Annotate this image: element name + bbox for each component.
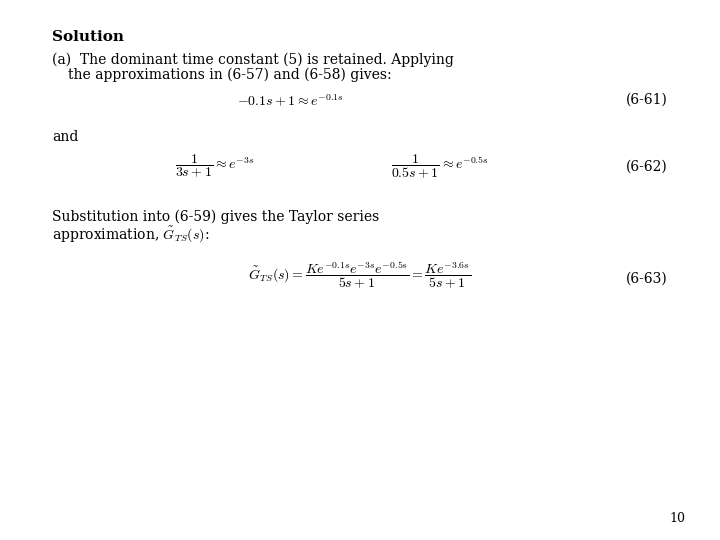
Text: $\dfrac{1}{0.5s+1} \approx e^{-0.5s}$: $\dfrac{1}{0.5s+1} \approx e^{-0.5s}$ xyxy=(391,152,489,180)
Text: Solution: Solution xyxy=(52,30,124,44)
Text: 10: 10 xyxy=(669,512,685,525)
Text: (a)  The dominant time constant (5) is retained. Applying: (a) The dominant time constant (5) is re… xyxy=(52,53,454,68)
Text: Substitution into (6-59) gives the Taylor series: Substitution into (6-59) gives the Taylo… xyxy=(52,210,379,225)
Text: $-0.1s+1 \approx e^{-0.1s}$: $-0.1s+1 \approx e^{-0.1s}$ xyxy=(237,93,343,109)
Text: approximation, $\tilde{G}_{TS}(s)$:: approximation, $\tilde{G}_{TS}(s)$: xyxy=(52,225,210,245)
Text: $\tilde{G}_{TS}(s)=\dfrac{Ke^{-0.1s}e^{-3s}e^{-0.5s}}{5s+1}=\dfrac{Ke^{-3.6s}}{5: $\tilde{G}_{TS}(s)=\dfrac{Ke^{-0.1s}e^{-… xyxy=(248,260,472,291)
Text: $\dfrac{1}{3s+1} \approx e^{-3s}$: $\dfrac{1}{3s+1} \approx e^{-3s}$ xyxy=(176,152,255,179)
Text: and: and xyxy=(52,130,78,144)
Text: (6-63): (6-63) xyxy=(626,272,668,286)
Text: (6-62): (6-62) xyxy=(626,160,668,174)
Text: the approximations in (6-57) and (6-58) gives:: the approximations in (6-57) and (6-58) … xyxy=(68,68,392,83)
Text: (6-61): (6-61) xyxy=(626,93,668,107)
